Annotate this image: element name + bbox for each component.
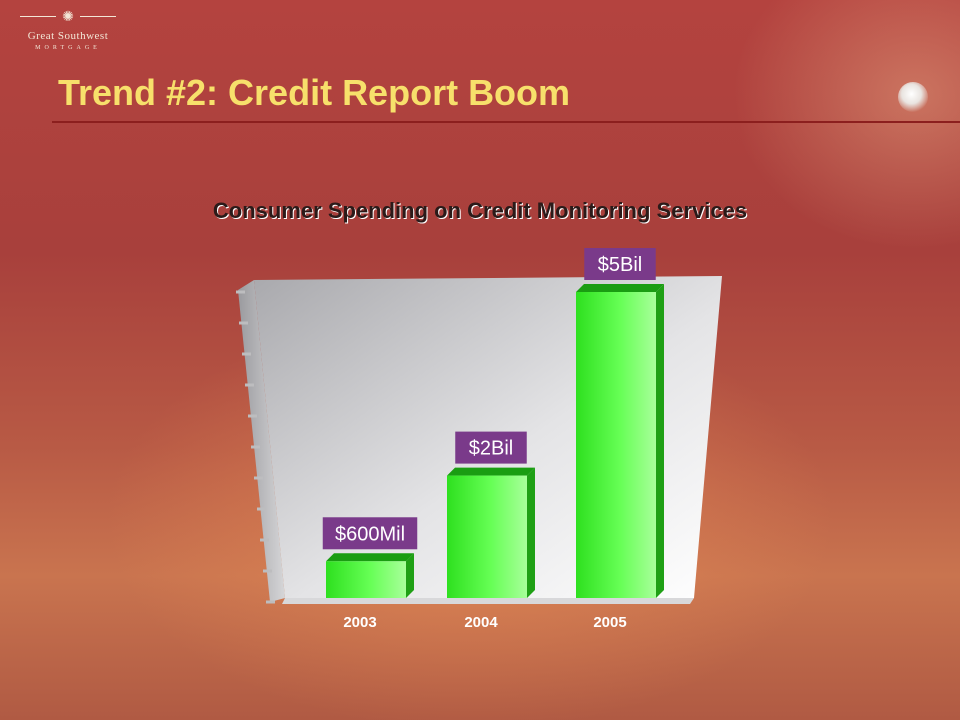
- data-label-box-2004: [455, 431, 527, 464]
- data-label-box-2003: [322, 517, 418, 550]
- bar-side-2005: [656, 284, 664, 598]
- logo-rule-right: [80, 16, 116, 17]
- sunburst-icon: ✺: [62, 8, 74, 24]
- x-tick-label-2005: 2005: [593, 614, 626, 631]
- data-label-2004: $2Bil: [469, 438, 513, 460]
- logo-subtitle: MORTGAGE: [35, 45, 101, 51]
- bar-top-2003: [326, 553, 414, 562]
- data-label-2005: $5Bil: [598, 254, 642, 276]
- logo-rule-left: [20, 16, 56, 17]
- bar-2004: [447, 475, 527, 598]
- bar-side-2003: [406, 553, 414, 598]
- bar-2003: [326, 561, 406, 598]
- bar-top-2005: [576, 284, 664, 292]
- company-logo: ✺ Great Southwest MORTGAGE: [12, 8, 122, 54]
- x-tick-label-2004: 2004: [464, 614, 498, 631]
- x-tick-label-2003: 2003: [343, 614, 376, 631]
- data-label-box-2005: [584, 248, 656, 280]
- data-label-2003: $600Mil: [335, 523, 405, 545]
- bar-2005: [576, 292, 656, 598]
- bar-top-2004: [447, 467, 535, 476]
- chart-title: Consumer Spending on Credit Monitoring S…: [212, 198, 748, 223]
- bar-side-2004: [527, 467, 535, 598]
- logo-name: Great Southwest: [27, 30, 109, 42]
- y-axis-ticks: [236, 290, 275, 604]
- sun-glow-decoration: [898, 82, 928, 112]
- title-underline: [52, 121, 960, 123]
- slide-title: Trend #2: Credit Report Boom: [58, 72, 571, 113]
